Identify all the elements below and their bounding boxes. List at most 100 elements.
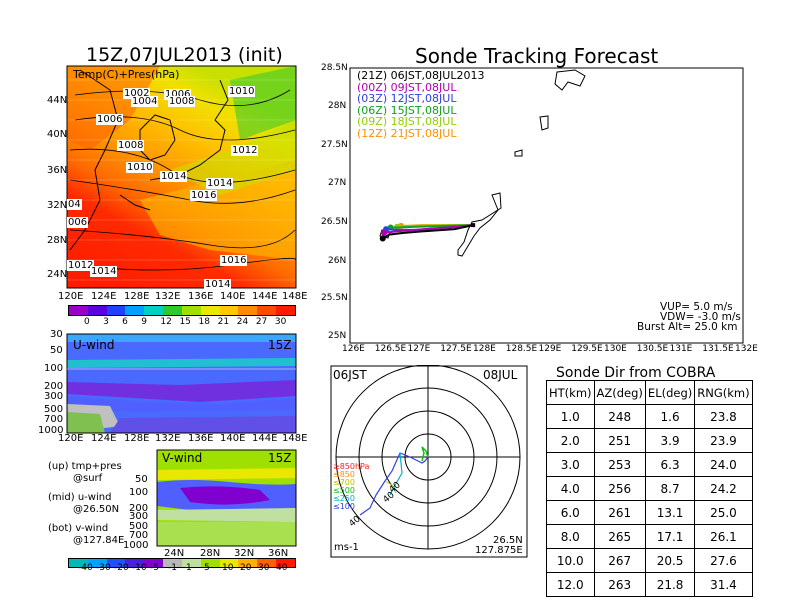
colorbar-tick: -10 (132, 563, 147, 573)
track-lon-tick: 128.5E (505, 344, 538, 354)
track-lon-tick: 132E (735, 344, 758, 354)
colorbar-tick: -5 (150, 563, 159, 573)
map-lon-tick: 120E (58, 291, 84, 302)
v-p-tick: 300 (129, 511, 149, 522)
track-line (390, 224, 474, 229)
table-row: 1.0 248 1.6 23.8 (546, 404, 753, 429)
u-wind-section (66, 333, 297, 434)
table-cell: 23.8 (694, 404, 753, 429)
colorbar-swatch (181, 559, 201, 567)
isobar-label: 1006 (164, 89, 192, 100)
table-cell: 6.0 (546, 500, 595, 525)
u-lon-tick: 124E (91, 433, 117, 444)
colorbar-swatch (238, 306, 258, 315)
isobar-label: 006 (67, 217, 89, 228)
table-cell: 24.2 (694, 476, 753, 501)
v-p-tick: 700 (129, 530, 149, 541)
colorbar-swatch (219, 306, 239, 315)
u-wind-time: 15Z (268, 338, 292, 352)
u-lon-tick: 136E (188, 433, 214, 444)
table-cell: 13.1 (644, 500, 696, 525)
table-cell: 8.0 (546, 524, 595, 549)
track-lon-tick: 129.5E (571, 344, 603, 354)
table-cell: 10.0 (546, 548, 595, 573)
isobar-label: 1008 (117, 140, 145, 151)
polar-level-entry: ≤700 (333, 478, 355, 487)
track-legend-entry: (09Z) 18JST,08JUL (357, 115, 457, 128)
colorbar-swatch (69, 306, 88, 315)
track-lon-tick: 128E (473, 344, 496, 354)
table-cell: 20.5 (644, 548, 696, 573)
colorbar-swatch (200, 559, 220, 567)
note-u-wind: (mid) u-wind (48, 492, 112, 503)
colorbar-tick: 27 (255, 317, 268, 327)
colorbar-tick: 1 (186, 563, 192, 573)
note-u-wind-lat: @26.50N (73, 504, 120, 515)
colorbar-swatch (106, 559, 126, 567)
track-lon-tick: 131E (669, 344, 693, 354)
map-lon-tick: 148E (282, 291, 308, 302)
isobar-label: 1006 (96, 114, 124, 125)
u-wind-label: U-wind (73, 338, 115, 352)
colorbar-swatch (87, 306, 107, 315)
v-p-tick: 50 (135, 474, 148, 485)
u-p-tick: 30 (50, 329, 63, 340)
colorbar-swatch (125, 306, 145, 315)
polar-level-legend: ≥850hPa ≤850 ≤700 ≤500 ≤250 ≤100 (333, 463, 369, 511)
colorbar-swatch (144, 306, 164, 315)
track-lat-tick: 26N (328, 256, 347, 266)
polar-loc-lon: 127.875E (475, 545, 523, 556)
table-row: 3.0 253 6.3 24.0 (546, 452, 753, 477)
table-cell: 261 (593, 500, 646, 525)
isobar-label: 1016 (220, 255, 248, 266)
dir-title: Sonde Dir from COBRA (556, 365, 716, 381)
colorbar-swatch (144, 559, 164, 567)
colorbar-swatch (163, 559, 182, 567)
table-header-cell: EL(deg) (644, 380, 696, 405)
burst-text: Burst Alt= 25.0 km (637, 321, 738, 333)
temperature-colorbar-ticks: 0 3 6 9 12 15 18 21 24 27 30 (84, 317, 294, 329)
track-lon-tick: 131.5E (702, 344, 734, 354)
table-cell: 256 (593, 476, 646, 501)
track-map (349, 67, 744, 344)
isobar-label: 1012 (231, 145, 259, 156)
v-p-tick: 200 (129, 503, 149, 514)
right-title: Sonde Tracking Forecast (415, 44, 659, 68)
note-surface: (up) tmp+pres (48, 461, 122, 472)
polar-loc-lat: 26.5N (493, 535, 523, 546)
table-cell: 24.0 (694, 452, 753, 477)
colorbar-tick: -30 (96, 563, 111, 573)
colorbar-tick: 40 (276, 563, 288, 573)
polar-level-entry: ≤250 (333, 494, 355, 503)
colorbar-tick: 24 (236, 317, 249, 327)
colorbar-swatch (276, 559, 295, 567)
polar-time: 06JST (333, 368, 367, 382)
table-cell: 23.9 (694, 428, 753, 453)
map-lon-tick: 128E (124, 291, 150, 302)
v-wind-section (156, 449, 297, 547)
track-end-point (379, 235, 386, 242)
table-cell: 12.0 (546, 572, 595, 597)
colorbar-tick: 9 (141, 317, 147, 327)
track-lat-tick: 25.5N (321, 293, 348, 303)
colorbar-tick: -20 (114, 563, 129, 573)
colorbar-tick: 30 (274, 317, 287, 327)
track-lon-ticks: 126E 126.5E 127E 127.5E 128E 128.5E 129E 129.5E… (342, 344, 758, 356)
u-lon-tick: 144E (252, 433, 278, 444)
table-cell: 267 (593, 548, 646, 573)
table-cell: 265 (593, 524, 646, 549)
track-legend-entry: (06Z) 15JST,08JUL (357, 103, 457, 117)
map-lat-tick: 32N (47, 200, 68, 211)
v-p-tick: 100 (129, 487, 149, 498)
table-cell: 251 (593, 428, 646, 453)
track-lat-tick: 25N (328, 331, 347, 341)
isobar-label: 1014 (90, 266, 118, 277)
colorbar-swatch (181, 306, 201, 315)
table-cell: 248 (593, 404, 646, 429)
u-lon-tick: 120E (58, 433, 84, 444)
map-lon-tick: 136E (188, 291, 214, 302)
track-lon-tick: 130.5E (636, 344, 669, 354)
u-p-tick: 200 (44, 381, 64, 392)
table-cell: 6.3 (644, 452, 696, 477)
u-p-tick: 300 (44, 391, 64, 402)
